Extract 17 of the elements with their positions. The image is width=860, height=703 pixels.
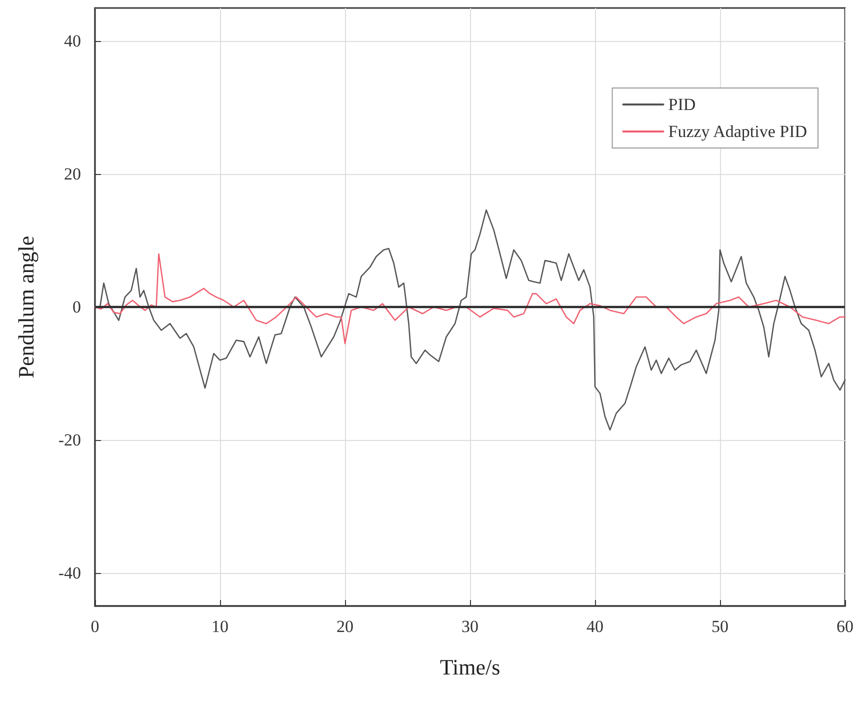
x-tick-label: 30 [462, 617, 478, 636]
y-axis-title: Pendulum angle [14, 236, 38, 378]
y-tick-label: 0 [72, 298, 81, 316]
y-tick-label: 40 [64, 32, 81, 51]
y-tick-label: 20 [64, 164, 81, 184]
x-axis-title: Time/s [440, 654, 500, 680]
x-tick-label: 40 [586, 617, 604, 636]
x-tick-label: 50 [712, 617, 728, 636]
legend-label: PID [668, 95, 696, 114]
x-tick-label: 10 [212, 617, 228, 636]
x-tick-label: 20 [336, 617, 354, 636]
y-tick-label: -40 [58, 563, 81, 582]
line-series [94, 253, 846, 344]
legend-label: Fuzzy Adaptive PID [668, 122, 808, 141]
x-tick-label: 60 [836, 617, 854, 636]
y-tick-label: -20 [58, 430, 81, 450]
x-tick-label: 0 [90, 617, 100, 636]
